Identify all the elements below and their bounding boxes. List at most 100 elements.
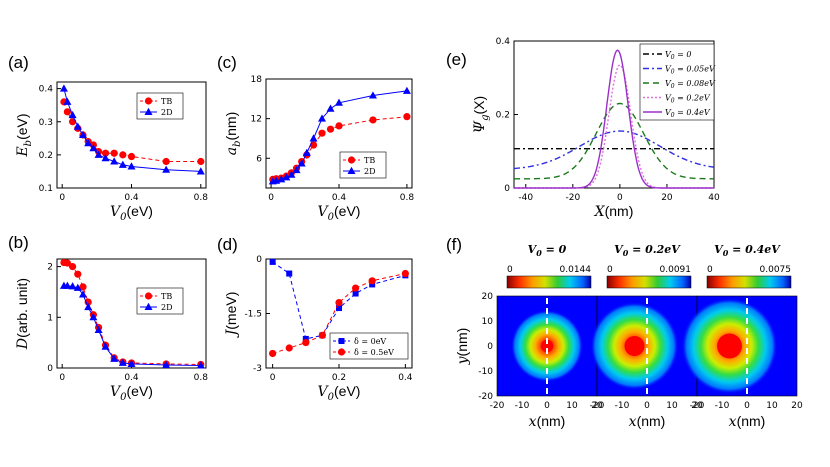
heatmap-title-sub: 0 xyxy=(623,248,629,258)
data-point-d-1 xyxy=(401,269,409,278)
heatmap-title-main: V xyxy=(614,243,624,256)
colorbar-max-0: 0.0144 xyxy=(560,265,592,275)
data-point-a-1 xyxy=(59,84,68,92)
x-tick-label-a: 0.8 xyxy=(194,193,209,203)
data-point-d-0 xyxy=(369,281,376,288)
y-axis-label-e-unit: (X) xyxy=(471,96,487,115)
data-point-d-0 xyxy=(302,335,309,342)
data-point-c-0 xyxy=(326,125,335,133)
data-point-d-1 xyxy=(302,338,310,347)
x-tick-label-f: 20 xyxy=(791,401,803,411)
heatmap-core-1 xyxy=(624,336,645,356)
data-point-c-1 xyxy=(282,173,291,181)
x-axis-label-f-2-unit: (nm) xyxy=(737,413,766,429)
data-point-a-0 xyxy=(127,152,136,161)
y-tick-label-e: 0.2 xyxy=(496,111,510,121)
legend-label-e-sub: 0 xyxy=(671,54,675,61)
data-point-c-1 xyxy=(318,114,327,122)
x-tick-label-f: 10 xyxy=(666,401,678,411)
x-tick-label-a: 0 xyxy=(59,193,65,203)
x-tick-label-c: 0.8 xyxy=(400,193,415,203)
plot-frame-c xyxy=(265,78,413,189)
x-axis-label-a-symbol: V xyxy=(110,204,122,220)
data-point-b-0 xyxy=(63,259,71,267)
y-axis-label-f-symbol: y xyxy=(455,355,471,365)
y-tick-label-d: 0 xyxy=(256,255,262,265)
legend-label-e: V0 = 0.2eV xyxy=(665,94,711,105)
data-point-a-1 xyxy=(73,122,82,130)
x-axis-label-f-0: x(nm) xyxy=(529,413,566,430)
data-point-a-1 xyxy=(110,157,119,165)
x-axis-label-f-2: x(nm) xyxy=(729,413,766,430)
y-tick-label-f: -10 xyxy=(478,367,493,377)
data-point-a-1 xyxy=(63,97,72,105)
data-point-b-1 xyxy=(196,361,205,369)
y-tick-label-f: -20 xyxy=(478,392,493,402)
data-point-c-1 xyxy=(326,104,335,112)
y-tick-label-b: 2 xyxy=(47,263,53,273)
colorbar-min-1: 0 xyxy=(607,265,613,275)
x-tick-label-f: 0 xyxy=(644,401,650,411)
y-axis-label-e-symbol: Ψ xyxy=(472,120,488,133)
data-point-c-1 xyxy=(309,134,318,142)
x-axis-label-c-sub: 0 xyxy=(328,212,335,223)
data-point-c-0 xyxy=(309,141,318,149)
y-axis-label-a: Eb(eV) xyxy=(14,113,34,157)
x-axis-label-f-1: x(nm) xyxy=(629,413,666,430)
legend-label-e: V0 = 0.05eV xyxy=(665,65,716,76)
data-point-b-1 xyxy=(63,281,72,289)
data-point-b-1 xyxy=(89,313,98,321)
data-point-b-1 xyxy=(101,342,110,350)
legend-marker-a xyxy=(144,107,153,115)
data-point-c-1 xyxy=(292,165,301,174)
data-point-d-1 xyxy=(285,344,293,352)
x-tick-label-e: -40 xyxy=(518,193,533,203)
x-tick-label-b: 0.4 xyxy=(124,373,139,383)
series-line-e-2 xyxy=(514,102,714,180)
y-axis-label-d-symbol: J xyxy=(224,328,240,338)
data-point-c-0 xyxy=(318,129,326,137)
data-point-b-1 xyxy=(94,325,103,333)
data-point-a-0 xyxy=(63,108,71,116)
colorbar-max-2: 0.0075 xyxy=(760,265,792,275)
x-tick-label-f: -10 xyxy=(515,401,530,411)
legend-label-e-main: V xyxy=(665,79,672,88)
data-point-c-1 xyxy=(277,175,286,183)
x-tick-label-f: 10 xyxy=(566,401,578,411)
legend-label-e: V0 = 0.08eV xyxy=(665,79,716,90)
x-axis-label-a-sub: 0 xyxy=(120,212,127,223)
data-point-d-0 xyxy=(336,305,342,312)
data-point-a-1 xyxy=(68,110,77,119)
series-line-d-0 xyxy=(272,261,406,340)
legend-label-e-main: V xyxy=(665,50,672,59)
data-point-b-0 xyxy=(74,270,82,278)
x-axis-label-c-unit: (eV) xyxy=(334,203,360,219)
y-tick-label-e: 0.4 xyxy=(496,37,511,47)
panel-f-heatmaps: V0 = 00 0.0144-20 -10 0 10 20x(nm)V0 = 0.2eV0… xyxy=(454,243,803,430)
y-tick-label-a: 0.3 xyxy=(39,118,53,128)
legend-label-e-rest: = 0.08eV xyxy=(675,79,716,88)
legend-label-e-rest: = 0.2eV xyxy=(675,94,711,103)
y-tick-label-e: 0 xyxy=(504,184,510,194)
y-axis-label-a-unit: (eV) xyxy=(14,113,30,139)
legend-marker-d xyxy=(337,348,346,356)
y-axis-label-d: J(meV) xyxy=(223,292,240,339)
y-axis-label-b-unit: (arb. unit) xyxy=(14,278,30,338)
y-tick-label-c: 6 xyxy=(256,154,262,164)
x-tick-label-d: 0 xyxy=(270,373,276,383)
legend-label-d: δ = 0.5eV xyxy=(354,348,394,357)
legend-marker-c xyxy=(347,166,356,174)
legend-label-e-rest: = 0.4eV xyxy=(675,108,711,117)
y-tick-label-f: 10 xyxy=(482,317,494,327)
x-axis-label-e-symbol: X xyxy=(594,204,606,220)
legend-label-e: V0 = 0 xyxy=(665,50,692,61)
series-line-e-4 xyxy=(514,49,714,189)
legend-label-e-sub: 0 xyxy=(671,112,675,119)
x-axis-label-c-symbol: V xyxy=(318,204,330,220)
data-point-b-1 xyxy=(118,358,127,366)
data-point-b-1 xyxy=(68,282,77,290)
x-tick-label-f: 20 xyxy=(591,401,603,411)
data-point-b-1 xyxy=(84,302,93,311)
